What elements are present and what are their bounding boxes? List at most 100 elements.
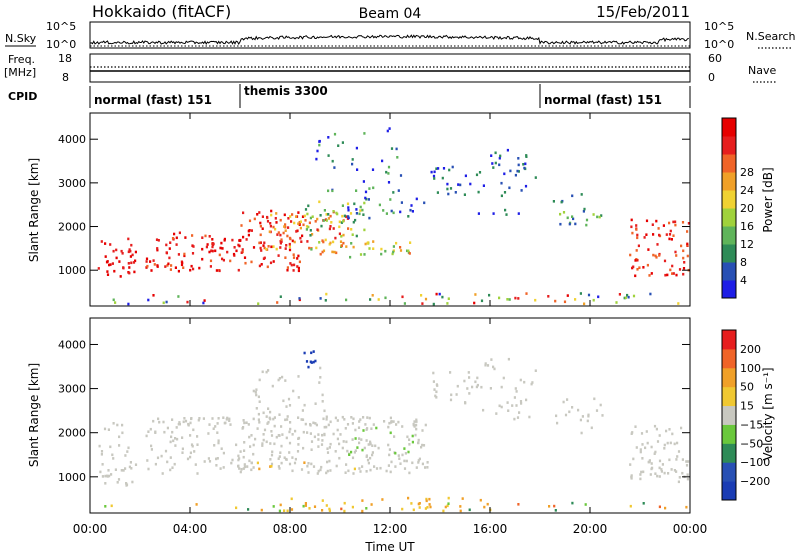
velocity-cell-95: [271, 450, 274, 454]
y-tick-label-0: 1000: [58, 471, 86, 484]
velocity-cell-405: [267, 369, 270, 372]
velocity-cell-540: [595, 409, 599, 412]
power-cell-495: [583, 207, 586, 211]
velocity-cell-477: [467, 371, 470, 374]
velocity-cell-657: [429, 505, 432, 509]
power-cell-284: [304, 219, 307, 222]
velocity-cell-255: [217, 417, 220, 420]
power-cell-611: [632, 294, 636, 298]
velocity-cell-283: [269, 458, 272, 461]
power-cell-470: [534, 176, 537, 179]
power-cell-109: [157, 239, 160, 242]
power-cell-491: [566, 216, 569, 220]
velocity-cell-248: [368, 416, 371, 420]
power-cell-504: [574, 222, 577, 226]
velocity-cell-317: [338, 456, 341, 460]
power-cell-633: [127, 302, 130, 306]
power-cell-210: [286, 266, 289, 269]
velocity-cell-139: [213, 444, 216, 447]
velocity-cell-665: [260, 508, 263, 512]
velocity-cell-37: [121, 423, 124, 427]
velocity-cell-263: [326, 469, 329, 473]
power-cell-278: [339, 240, 343, 243]
power-cell-191: [256, 213, 259, 216]
velocity-cell-570: [640, 470, 643, 474]
velocity-cell-128: [417, 461, 420, 464]
power-cell-182: [253, 217, 256, 221]
velocity-cell-262: [325, 425, 328, 429]
power-cell-557: [652, 233, 655, 236]
power-cell-26: [122, 266, 125, 270]
power-cell-537: [655, 256, 658, 259]
power-cell-130: [259, 246, 262, 250]
colorbar-tick-2: 50: [740, 381, 754, 394]
velocity-cell-198: [352, 417, 355, 421]
power-cell-450: [448, 168, 451, 172]
velocity-cell-41: [325, 418, 328, 421]
velocity-cell-641: [479, 498, 482, 502]
velocity-cell-293: [252, 466, 255, 469]
velocity-cell-158: [354, 428, 357, 432]
power-cell-550: [648, 274, 651, 277]
velocity-cell-401: [277, 378, 280, 382]
power-cell-72: [237, 268, 240, 272]
power-cell-574: [686, 242, 689, 246]
power-cell-584: [683, 261, 686, 264]
power-cell-421: [390, 147, 394, 150]
velocity-cell-304: [280, 461, 283, 465]
power-cell-83: [231, 238, 234, 242]
power-cell-363: [322, 249, 326, 253]
velocity-cell-485: [476, 383, 479, 387]
power-cell-595: [325, 292, 328, 296]
velocity-cell-175: [406, 435, 409, 439]
colorbar-swatch-3: [722, 226, 736, 245]
velocity-cell-26: [125, 483, 129, 486]
velocity-cell-507: [525, 398, 528, 402]
power-cell-370: [382, 209, 385, 212]
velocity-cell-168: [219, 467, 222, 470]
velocity-cell-590: [686, 460, 690, 463]
power-cell-330: [372, 247, 375, 250]
velocity-cell-67: [329, 469, 332, 472]
power-cell-626: [579, 292, 582, 295]
power-cell-461: [520, 189, 523, 192]
velocity-cell-592: [645, 430, 648, 433]
velocity-cell-354: [394, 465, 397, 468]
velocity-cell-521: [484, 363, 487, 367]
power-cell-369: [390, 209, 393, 213]
power-cell-404: [341, 141, 344, 144]
power-cell-189: [279, 233, 282, 237]
power-cell-648: [441, 295, 444, 299]
colorbar-tick-4: 20: [740, 202, 754, 215]
velocity-cell-276: [325, 471, 328, 475]
velocity-cell-228: [307, 471, 310, 474]
velocity-cell-346: [359, 470, 362, 473]
power-cell-602: [488, 293, 491, 297]
velocity-cell-174: [302, 446, 305, 450]
velocity-cell-433: [303, 403, 306, 407]
power-cell-37: [127, 262, 130, 265]
velocity-cell-251: [288, 462, 292, 466]
velocity-cell-278: [283, 456, 286, 459]
velocity-cell-328: [242, 426, 245, 429]
velocity-cell-311: [189, 421, 192, 425]
cpid-segment-1: normal (fast) 151: [94, 93, 212, 107]
power-cell-342: [406, 249, 409, 253]
velocity-cell-209: [261, 442, 264, 445]
power-cell-65: [191, 252, 195, 255]
power-cell-438: [442, 167, 446, 170]
power-cell-627: [677, 302, 680, 305]
velocity-cell-288: [278, 467, 281, 470]
velocity-cell-380: [237, 465, 240, 468]
power-cell-263: [329, 214, 332, 218]
power-cell-387: [410, 204, 413, 207]
power-cell-391: [392, 211, 395, 215]
colorbar-swatch-4: [722, 405, 736, 425]
velocity-cell-323: [300, 418, 303, 421]
velocity-cell-256: [417, 459, 420, 462]
velocity-cell-646: [370, 503, 373, 506]
velocity-cell-76: [269, 442, 272, 445]
velocity-cell-270: [215, 464, 218, 467]
power-cell-561: [645, 219, 649, 223]
velocity-cell-188: [265, 440, 268, 444]
